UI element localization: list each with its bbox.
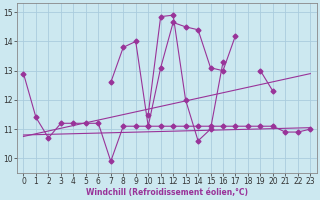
X-axis label: Windchill (Refroidissement éolien,°C): Windchill (Refroidissement éolien,°C) bbox=[86, 188, 248, 197]
